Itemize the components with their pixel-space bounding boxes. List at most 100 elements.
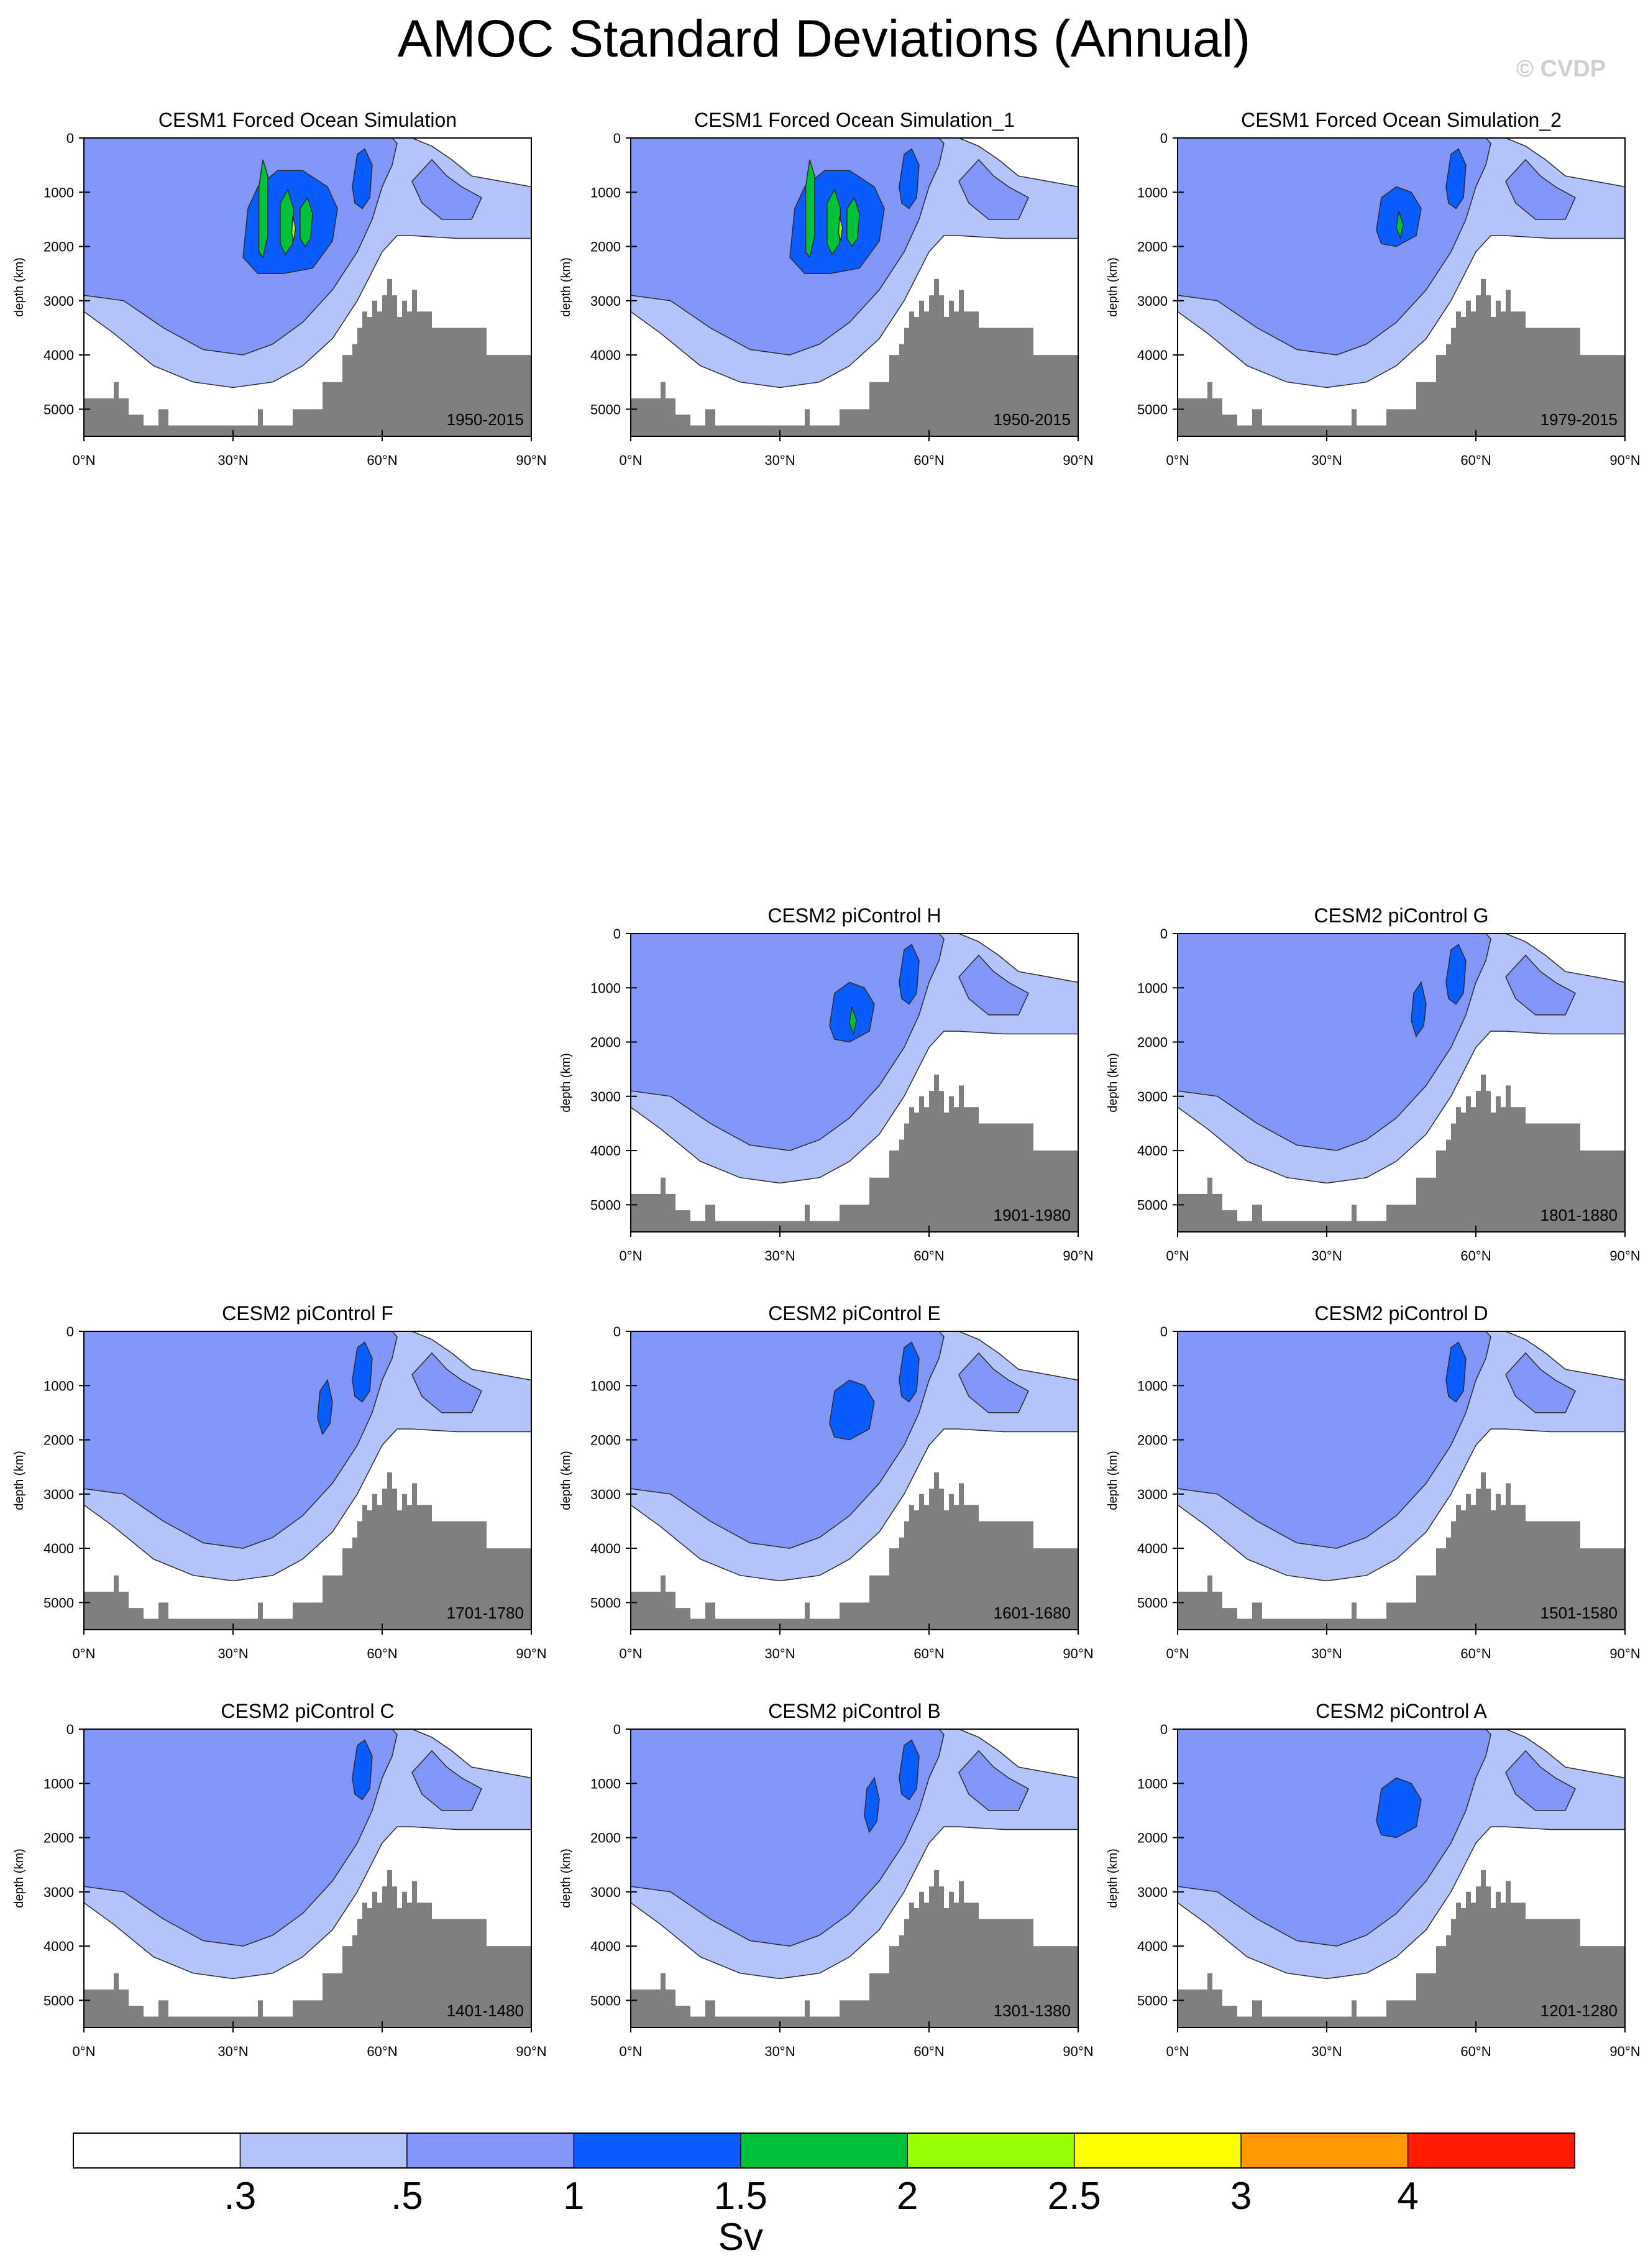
y-tick-label: 3000 — [1137, 1885, 1168, 1900]
y-tick-label: 1000 — [1137, 980, 1168, 996]
panel-title: CESM2 piControl F — [222, 1302, 393, 1325]
plot-frame — [1177, 137, 1626, 437]
contour-level-1 — [84, 1331, 398, 1549]
y-tick-label: 2000 — [1137, 1035, 1168, 1050]
y-tick-label: 3000 — [590, 1885, 621, 1900]
contour-level-1 — [1178, 1729, 1491, 1947]
y-tick-label: 2000 — [43, 239, 74, 255]
y-tick-label: 4000 — [1137, 347, 1168, 363]
y-tick-label: 5000 — [43, 402, 74, 417]
x-tick-label: 60°N — [913, 1646, 944, 1661]
x-tick-label: 90°N — [1609, 452, 1640, 468]
contour-level-2 — [958, 158, 1029, 220]
y-tick-label: 3000 — [590, 1487, 621, 1502]
y-tick-label: 4000 — [1137, 1541, 1168, 1556]
contour-level-1 — [631, 934, 945, 1151]
bathymetry — [631, 1472, 1078, 1630]
colorbar-tick-label: 2 — [897, 2175, 918, 2218]
y-tick-label: 1000 — [1137, 1776, 1168, 1791]
x-tick-label: 0°N — [620, 1646, 643, 1661]
panel-cesm2-pic-b: CESM2 piControl B 1301-1380 0 1000 2000 3000 4… — [559, 1700, 1094, 2059]
y-tick-label: 2000 — [1137, 239, 1168, 255]
y-tick-label: 2000 — [590, 1433, 621, 1448]
y-tick-label: 3000 — [1137, 1487, 1168, 1502]
y-tick-label: 5000 — [1137, 1197, 1168, 1213]
y-tick-label: 3000 — [1137, 293, 1168, 309]
y-tick-label: 1000 — [43, 1378, 74, 1393]
contour-level-4 — [352, 148, 373, 209]
plot-frame — [630, 933, 1079, 1233]
contour-level-1 — [631, 1331, 945, 1549]
x-tick-label: 90°N — [1609, 1248, 1640, 1264]
panel-title: CESM2 piControl B — [768, 1700, 940, 1722]
y-tick-label: 0 — [613, 131, 621, 146]
contour-level-3 — [864, 1776, 880, 1834]
x-tick-label: 30°N — [1311, 1248, 1342, 1264]
contour-field — [631, 934, 1078, 1232]
contour-level-3 — [1445, 1341, 1467, 1403]
y-tick-label: 4000 — [590, 1939, 621, 1954]
x-tick-label: 90°N — [516, 2044, 546, 2059]
y-tick-label: 4000 — [1137, 1939, 1168, 1954]
x-tick-label: 60°N — [367, 1646, 397, 1661]
y-axis-label: depth (km) — [1106, 1053, 1120, 1113]
colorbar-tick-label: 2.5 — [1048, 2175, 1101, 2218]
y-tick-label: 1000 — [43, 1776, 74, 1791]
panel-title: CESM1 Forced Ocean Simulation — [158, 109, 457, 131]
y-tick-label: 5000 — [1137, 1595, 1168, 1610]
x-tick-label: 90°N — [1063, 1248, 1093, 1264]
bathymetry — [1178, 1074, 1625, 1232]
x-tick-label: 60°N — [367, 452, 397, 468]
panel-title: CESM2 piControl A — [1316, 1700, 1487, 1722]
panel-title: CESM1 Forced Ocean Simulation_1 — [694, 109, 1015, 131]
contour-level-2 — [1505, 1352, 1576, 1413]
colorbar-swatch — [1408, 2133, 1575, 2168]
contour-level-2 — [958, 954, 1029, 1016]
x-tick-label: 90°N — [1063, 2044, 1093, 2059]
y-tick-label: 4000 — [43, 1939, 74, 1954]
contour-level-3 — [1376, 1777, 1422, 1839]
x-tick-label: 60°N — [913, 2044, 944, 2059]
panel-title: CESM1 Forced Ocean Simulation_2 — [1241, 109, 1562, 131]
contour-level-2 — [958, 1750, 1029, 1811]
bathymetry — [631, 278, 1078, 436]
contour-field — [1178, 138, 1625, 436]
y-axis-label: depth (km) — [1106, 257, 1120, 317]
y-tick-label: 0 — [613, 926, 621, 942]
panel-cesm2-pic-g: CESM2 piControl G 1801-1880 0 1000 2000 3000 4… — [1106, 904, 1641, 1264]
y-axis-label: depth (km) — [12, 1451, 26, 1510]
contour-field — [1178, 1729, 1625, 2027]
plot-frame — [1177, 1331, 1626, 1630]
x-tick-label: 60°N — [1460, 1248, 1491, 1264]
colorbar-tick-label: .3 — [224, 2175, 257, 2218]
period-label: 1401-1480 — [447, 2001, 524, 2020]
y-tick-label: 0 — [1160, 926, 1168, 942]
x-tick-label: 90°N — [1609, 2044, 1640, 2059]
contour-level-3 — [317, 1379, 333, 1436]
y-tick-label: 1000 — [590, 980, 621, 996]
contour-field — [1178, 1331, 1625, 1630]
y-tick-label: 0 — [1160, 1722, 1168, 1737]
y-tick-label: 0 — [613, 1722, 621, 1737]
plot-frame — [1177, 933, 1626, 1233]
y-tick-label: 4000 — [1137, 1143, 1168, 1159]
panel-title: CESM2 piControl H — [767, 904, 941, 927]
y-tick-label: 5000 — [43, 1595, 74, 1610]
contour-level-2 — [958, 1352, 1029, 1413]
y-tick-label: 3000 — [43, 293, 74, 309]
panel-cesm2-pic-a: CESM2 piControl A 1201-1280 0 1000 2000 3000 4… — [1106, 1700, 1641, 2059]
colorbar-tick-label: 4 — [1397, 2175, 1418, 2218]
x-tick-label: 90°N — [516, 452, 546, 468]
contour-level-8 — [291, 216, 296, 241]
contour-level-8 — [838, 216, 843, 241]
x-tick-label: 30°N — [764, 1248, 795, 1264]
y-tick-label: 1000 — [43, 185, 74, 200]
period-label: 1301-1380 — [994, 2001, 1071, 2020]
y-tick-label: 1000 — [1137, 1378, 1168, 1393]
y-tick-label: 1000 — [590, 185, 621, 200]
y-tick-label: 1000 — [590, 1378, 621, 1393]
contour-field — [1178, 934, 1625, 1232]
x-tick-label: 0°N — [620, 452, 643, 468]
y-tick-label: 4000 — [590, 1143, 621, 1159]
